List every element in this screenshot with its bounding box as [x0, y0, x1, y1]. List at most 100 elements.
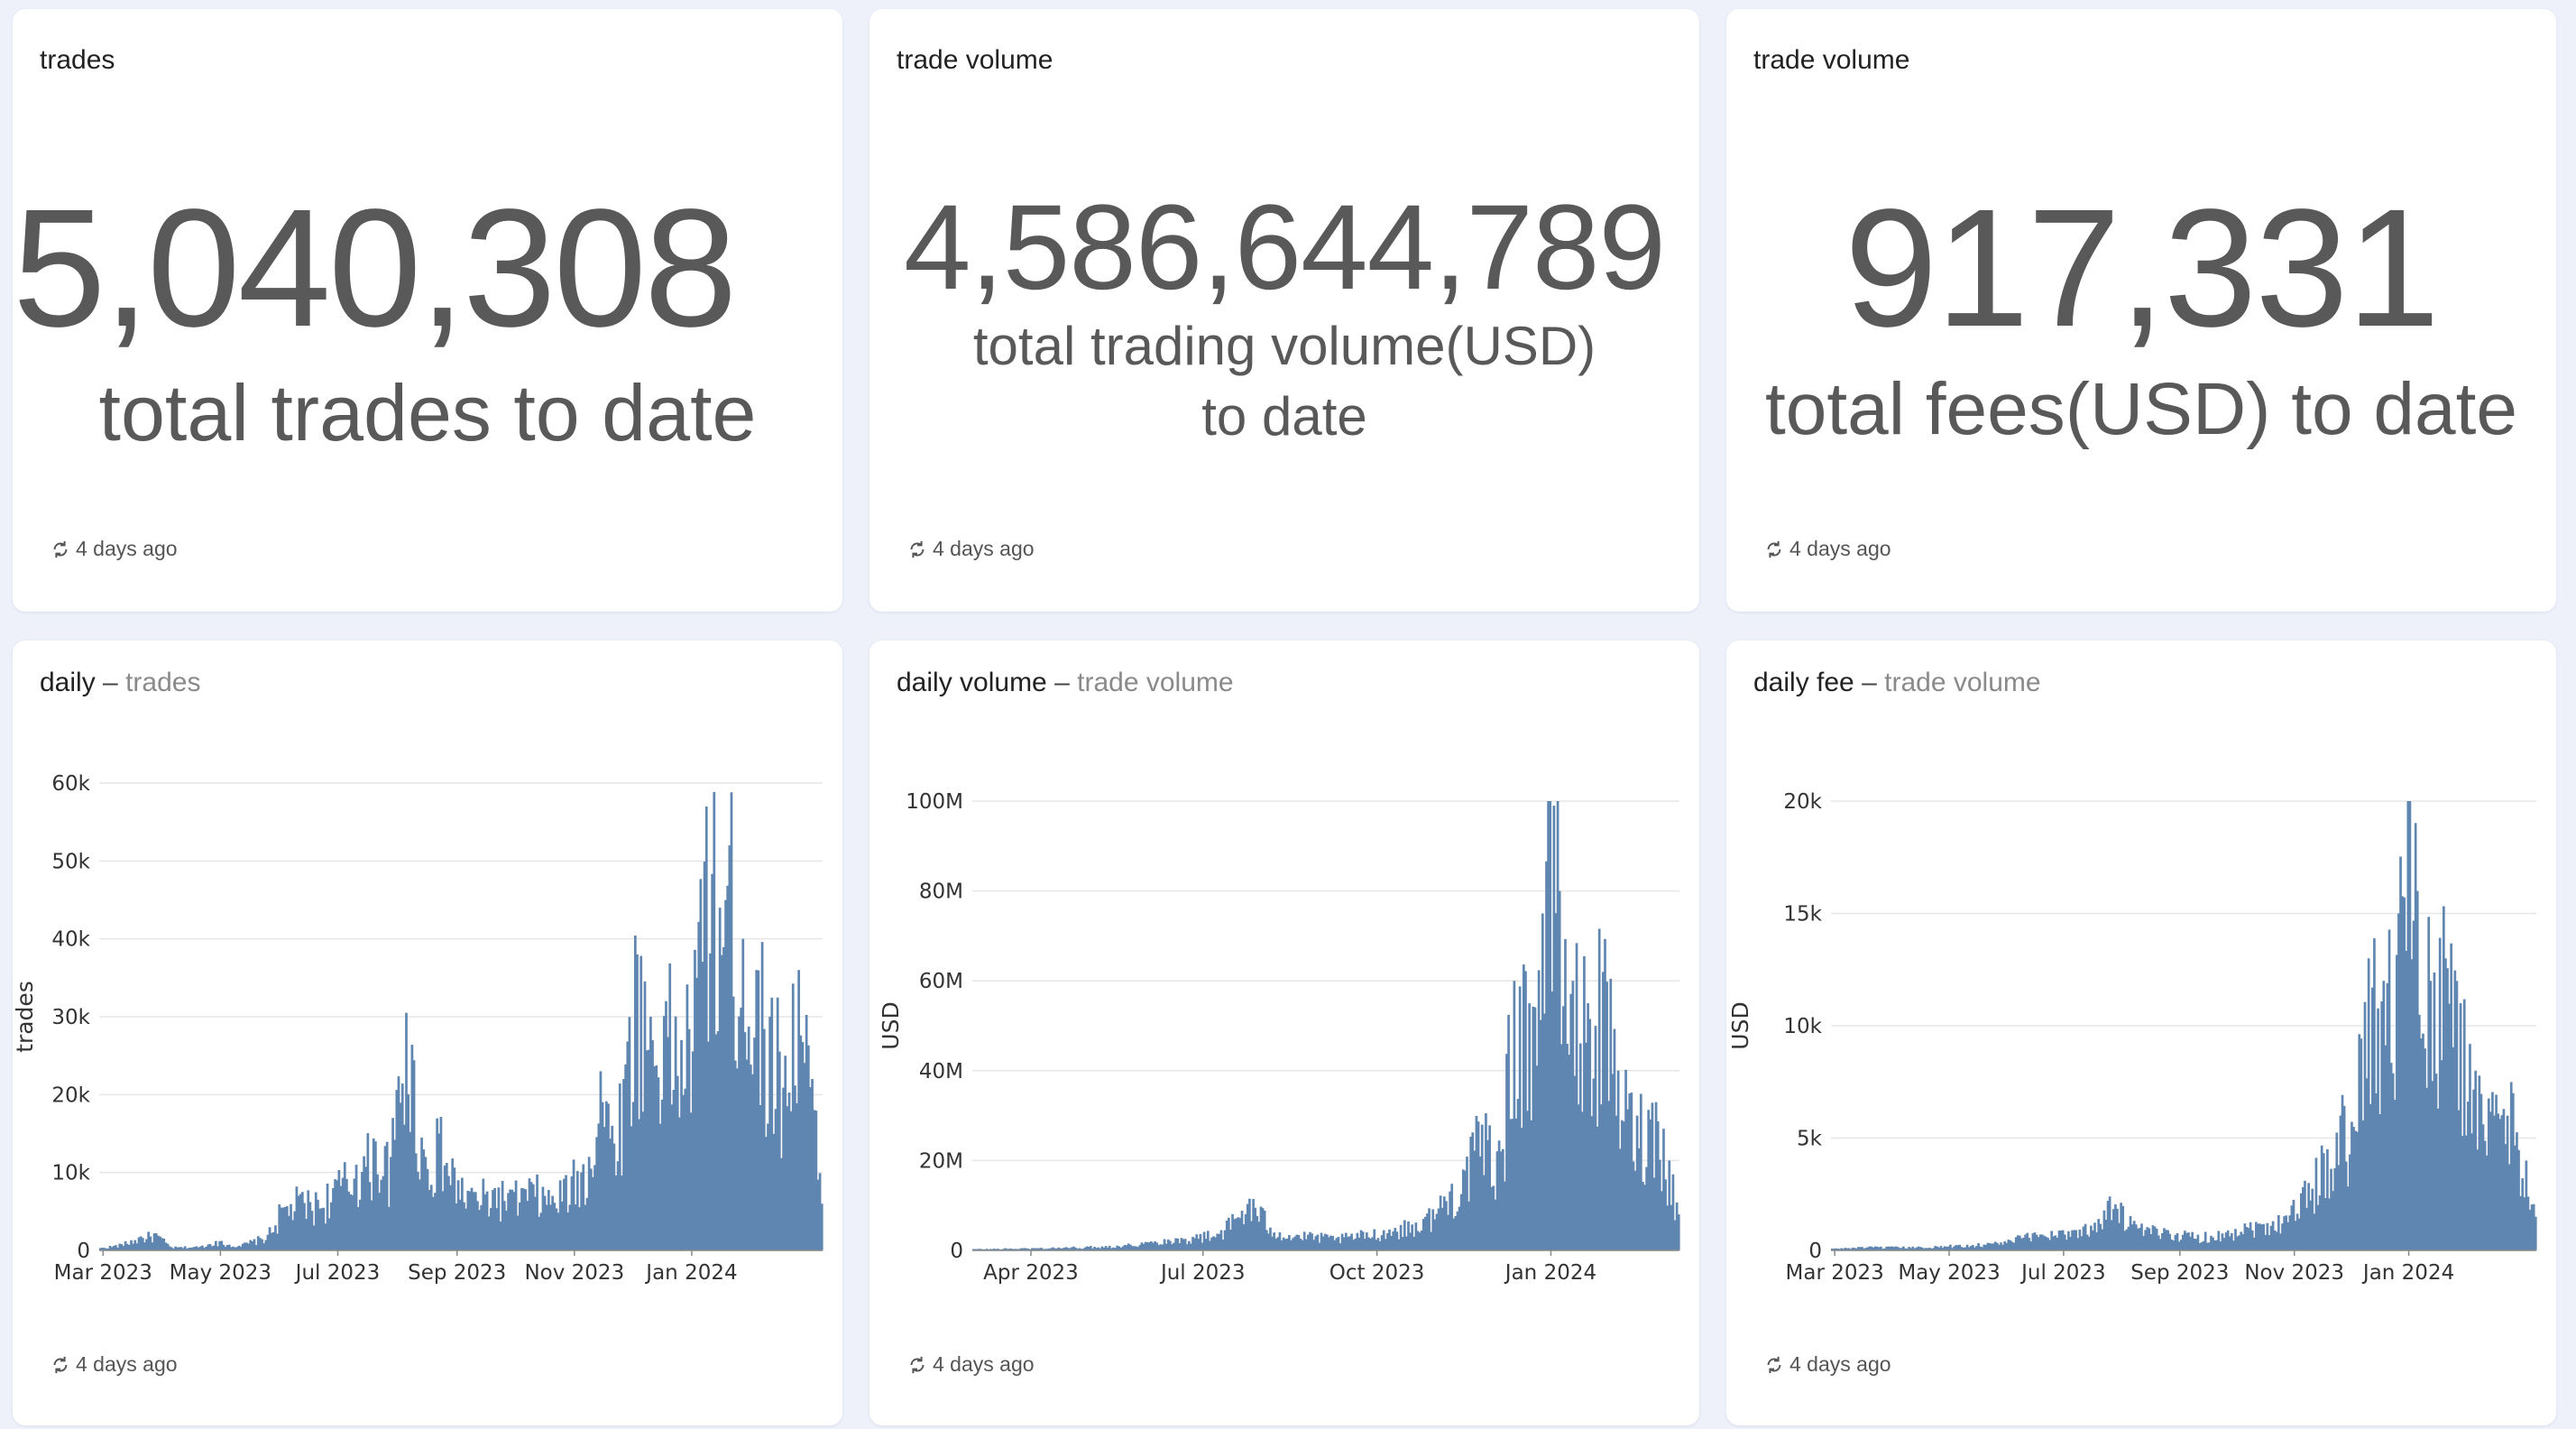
bar[interactable] [1896, 1247, 1900, 1250]
bar[interactable] [485, 1191, 489, 1250]
bar[interactable] [2127, 1226, 2130, 1250]
bar[interactable] [380, 1179, 383, 1250]
bar[interactable] [2481, 1124, 2485, 1250]
bar[interactable] [1492, 1185, 1495, 1250]
bar[interactable] [1445, 1201, 1448, 1250]
bar[interactable] [772, 1133, 776, 1250]
bar[interactable] [1859, 1247, 1862, 1250]
bar[interactable] [755, 970, 759, 1250]
bar[interactable] [1485, 1113, 1487, 1250]
bar[interactable] [218, 1240, 221, 1250]
bar[interactable] [1471, 1132, 1475, 1250]
bar[interactable] [1424, 1216, 1427, 1250]
bar[interactable] [2148, 1228, 2151, 1250]
bar[interactable] [1174, 1238, 1177, 1250]
bar[interactable] [1384, 1239, 1387, 1250]
bar[interactable] [2450, 943, 2453, 1250]
refresh-status[interactable]: 4 days ago [907, 537, 1035, 561]
bar[interactable] [1569, 993, 1573, 1250]
bar[interactable] [575, 1171, 579, 1250]
bar[interactable] [2116, 1208, 2119, 1250]
bar[interactable] [1872, 1247, 1875, 1250]
bar[interactable] [1386, 1232, 1389, 1250]
bar[interactable] [547, 1190, 550, 1250]
bar[interactable] [1643, 1185, 1646, 1250]
bar[interactable] [1293, 1236, 1297, 1250]
bar[interactable] [458, 1199, 462, 1250]
bar[interactable] [2208, 1242, 2211, 1250]
bar[interactable] [356, 1206, 360, 1250]
bar[interactable] [784, 1056, 787, 1250]
bar[interactable] [195, 1246, 198, 1250]
bar[interactable] [456, 1180, 460, 1250]
bar[interactable] [1128, 1244, 1132, 1250]
bar[interactable] [2363, 1001, 2367, 1250]
bar[interactable] [516, 1215, 520, 1251]
bar[interactable] [1599, 1104, 1603, 1250]
bar[interactable] [2446, 968, 2449, 1250]
bar[interactable] [1292, 1238, 1294, 1250]
bar[interactable] [285, 1205, 289, 1250]
bar[interactable] [2007, 1240, 2010, 1250]
bar[interactable] [1140, 1242, 1144, 1250]
bar[interactable] [2375, 1092, 2378, 1250]
bar[interactable] [1237, 1217, 1240, 1250]
bar[interactable] [759, 1105, 762, 1250]
bar[interactable] [701, 962, 704, 1250]
bar[interactable] [713, 791, 716, 1250]
bar[interactable] [1185, 1244, 1189, 1250]
bar[interactable] [1604, 938, 1606, 1250]
bar[interactable] [1623, 1121, 1625, 1250]
bar[interactable] [2497, 1113, 2499, 1250]
bar[interactable] [1949, 1244, 1952, 1250]
bar[interactable] [1458, 1206, 1461, 1250]
bar[interactable] [2202, 1240, 2205, 1250]
bar[interactable] [1144, 1241, 1147, 1250]
bar[interactable] [1647, 1110, 1651, 1250]
bar[interactable] [2259, 1223, 2261, 1250]
bar[interactable] [1482, 1175, 1486, 1250]
bar[interactable] [1864, 1248, 1868, 1250]
bar[interactable] [1504, 1181, 1506, 1250]
bar[interactable] [1449, 1191, 1451, 1250]
bar[interactable] [2504, 1144, 2507, 1250]
bar[interactable] [276, 1233, 279, 1250]
bar[interactable] [1171, 1244, 1173, 1250]
bar[interactable] [2389, 1063, 2393, 1250]
bar[interactable] [1335, 1238, 1339, 1250]
bar[interactable] [2433, 972, 2436, 1250]
bar[interactable] [1371, 1237, 1375, 1250]
bar[interactable] [1833, 1249, 1835, 1250]
bar[interactable] [2222, 1238, 2226, 1250]
bar[interactable] [1955, 1245, 1957, 1250]
bar[interactable] [724, 899, 727, 1250]
bar[interactable] [280, 1207, 283, 1250]
bar[interactable] [483, 1194, 487, 1250]
bar[interactable] [207, 1244, 210, 1250]
bar[interactable] [147, 1231, 151, 1250]
bar[interactable] [2326, 1148, 2329, 1250]
bar[interactable] [1973, 1247, 1976, 1250]
bar[interactable] [383, 1146, 387, 1250]
bar[interactable] [2121, 1205, 2125, 1250]
bar[interactable] [222, 1244, 225, 1250]
bar[interactable] [2525, 1160, 2528, 1250]
bar[interactable] [1466, 1157, 1468, 1250]
bar[interactable] [2200, 1241, 2203, 1250]
bar[interactable] [332, 1188, 335, 1250]
bar[interactable] [1078, 1248, 1081, 1251]
bar[interactable] [198, 1246, 202, 1250]
bar[interactable] [657, 1077, 660, 1250]
bar[interactable] [1178, 1242, 1182, 1250]
bar[interactable] [466, 1190, 470, 1250]
bar[interactable] [1254, 1207, 1257, 1250]
bar[interactable] [2519, 1195, 2522, 1250]
bar[interactable] [205, 1246, 208, 1250]
bar[interactable] [251, 1240, 254, 1250]
bar[interactable] [2268, 1235, 2271, 1250]
bar[interactable] [472, 1192, 475, 1250]
bar[interactable] [1401, 1237, 1404, 1250]
bar[interactable] [1440, 1207, 1444, 1250]
bar[interactable] [1301, 1240, 1304, 1250]
refresh-status[interactable]: 4 days ago [51, 537, 178, 561]
